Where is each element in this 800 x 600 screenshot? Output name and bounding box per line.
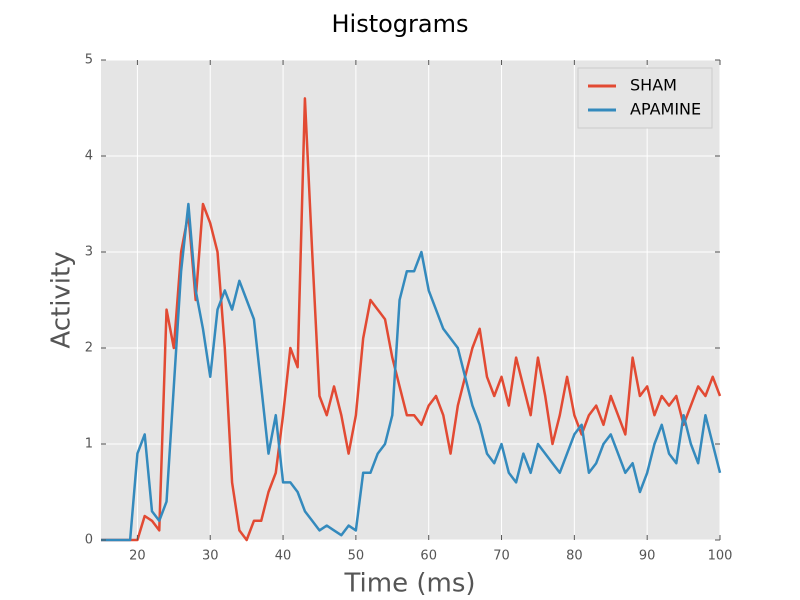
- x-tick-label: 90: [639, 549, 656, 564]
- legend-box: [577, 67, 713, 129]
- y-tick-label: 5: [85, 53, 93, 68]
- x-tick-label: 50: [348, 549, 365, 564]
- x-tick-label: 100: [708, 549, 733, 564]
- y-axis-label: Activity: [47, 251, 77, 348]
- y-tick-label: 1: [85, 437, 93, 452]
- chart-title: Histograms: [331, 10, 468, 38]
- y-tick-label: 4: [85, 149, 93, 164]
- line: [101, 97, 722, 542]
- y-tick-label: 0: [85, 533, 93, 548]
- x-tick-label: 20: [129, 549, 146, 564]
- x-tick-label: 40: [275, 549, 292, 564]
- legend-label: SHAM: [630, 76, 677, 95]
- y-tick-label: 3: [85, 245, 93, 260]
- x-tick-label: 80: [566, 549, 583, 564]
- x-tick-label: 30: [202, 549, 219, 564]
- legend-label: APAMINE: [630, 100, 701, 119]
- plot-area: [101, 60, 720, 540]
- x-tick-label: 60: [420, 549, 437, 564]
- line: [101, 202, 722, 542]
- y-tick-label: 2: [85, 341, 93, 356]
- x-tick-label: 70: [493, 549, 510, 564]
- x-axis-label: Time (ms): [343, 569, 475, 599]
